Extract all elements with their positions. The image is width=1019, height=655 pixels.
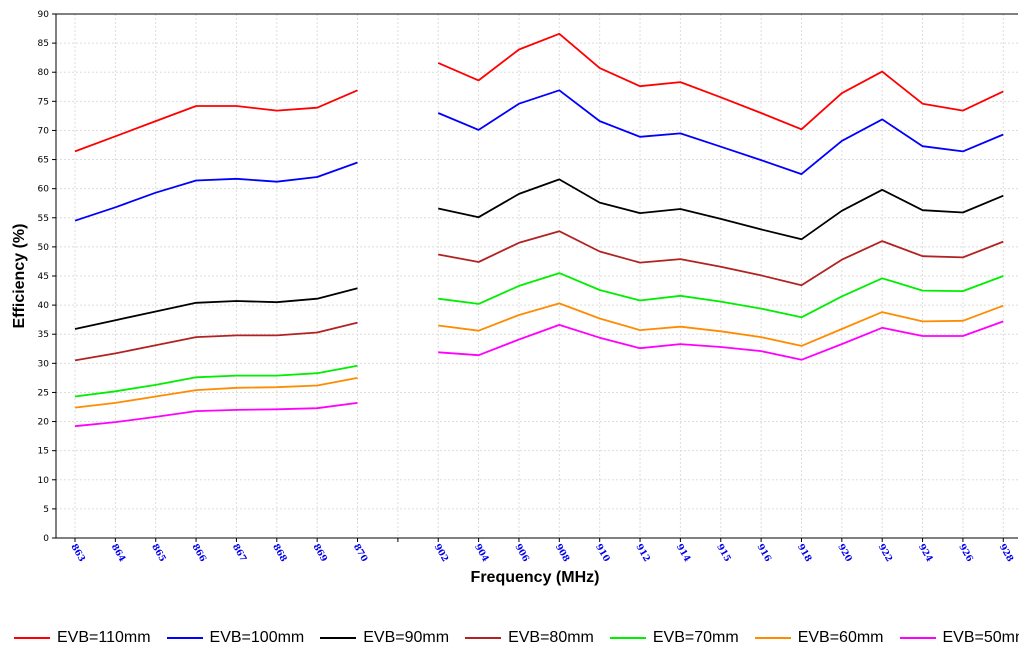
series-line	[74, 377, 358, 409]
line-chart: 0 5 10 15 20 25 30 35 40 45 50 55 60 65 70 75 80 85 90 863…	[11, 10, 1018, 586]
legend-swatch	[465, 637, 502, 639]
series-line	[438, 178, 1004, 241]
x-tick-label: 867	[230, 543, 248, 564]
x-tick-label: 868	[270, 543, 288, 564]
legend-swatch	[609, 637, 646, 639]
series-lines	[74, 32, 1004, 428]
x-tick-label: 869	[311, 543, 329, 564]
legend-item: EVB=60mm	[754, 629, 884, 647]
y-tick-label: 35	[38, 330, 49, 340]
y-tick-label: 15	[38, 447, 49, 457]
x-tick-label: 864	[109, 543, 127, 564]
legend-swatch	[320, 637, 357, 639]
legend-item: EVB=110mm	[14, 629, 151, 647]
x-tick-label: 912	[633, 543, 651, 564]
series-line	[438, 320, 1004, 361]
x-tick-label: 865	[149, 543, 167, 564]
y-tick-label: 40	[38, 301, 50, 311]
legend-item: EVB=100mm	[166, 629, 305, 647]
x-tick-label: 924	[916, 543, 934, 564]
x-tick-label: 922	[876, 543, 894, 564]
legend-swatch	[899, 637, 936, 639]
legend-label: EVB=110mm	[57, 629, 151, 646]
x-tick-label: 863	[68, 543, 86, 564]
x-tick-label: 866	[189, 543, 207, 564]
legend-label: EVB=100mm	[209, 629, 305, 646]
legend-swatch	[166, 637, 203, 639]
x-tick-label: 902	[432, 543, 450, 564]
series-line	[438, 230, 1004, 287]
y-tick-label: 0	[43, 534, 49, 544]
x-tick-label: 906	[512, 543, 530, 564]
legend-item: EVB=50mm	[899, 629, 1019, 647]
legend-label: EVB=50mm	[942, 629, 1019, 646]
y-tick-label: 65	[38, 156, 49, 166]
legend-label: EVB=90mm	[363, 629, 450, 646]
y-tick-label: 85	[38, 39, 49, 49]
y-axis-ticks: 0 5 10 15 20 25 30 35 40 45 50 55 60 65 70 75 80 85 90	[38, 10, 56, 544]
series-line	[74, 287, 358, 330]
legend-swatch	[754, 637, 791, 639]
x-tick-label: 908	[553, 543, 571, 564]
legend-item: EVB=90mm	[320, 629, 449, 647]
x-tick-label: 916	[755, 543, 773, 564]
y-axis-title: Efficiency (%)	[11, 224, 28, 329]
y-tick-label: 30	[38, 359, 50, 369]
x-tick-label: 928	[997, 543, 1015, 564]
series-line	[74, 161, 358, 222]
x-axis-title: Frequency (MHz)	[471, 569, 600, 586]
y-tick-label: 20	[38, 418, 50, 428]
y-tick-label: 60	[38, 185, 50, 195]
y-tick-label: 80	[38, 68, 50, 78]
x-tick-label: 914	[674, 543, 692, 564]
series-line	[74, 89, 358, 153]
y-tick-label: 55	[38, 214, 49, 224]
legend-item: EVB=80mm	[465, 629, 594, 647]
y-tick-label: 5	[43, 505, 49, 515]
series-line	[437, 89, 1004, 176]
series-line	[74, 321, 358, 362]
legend: EVB=110mm EVB=100mm EVB=90mm EVB=80mm EVB=70…	[14, 629, 1019, 653]
y-tick-label: 45	[38, 272, 49, 282]
series-line	[74, 402, 358, 428]
x-tick-label: 915	[714, 543, 732, 564]
x-tick-label: 904	[472, 543, 490, 564]
x-tick-label: 920	[835, 543, 853, 564]
y-tick-label: 10	[38, 476, 50, 486]
y-tick-label: 50	[38, 243, 50, 253]
series-line	[437, 32, 1004, 131]
x-tick-label: 910	[593, 543, 611, 564]
legend-label: EVB=60mm	[797, 629, 884, 646]
legend-label: EVB=70mm	[652, 629, 739, 646]
series-line	[438, 272, 1004, 319]
legend-swatch	[14, 637, 50, 639]
y-tick-label: 70	[38, 126, 50, 136]
x-axis-ticks: 863 864 865 866 867 868 869 870 902 904 906 908 910 9…	[68, 538, 1015, 564]
series-line	[438, 302, 1004, 347]
y-tick-label: 90	[38, 10, 50, 20]
x-tick-label: 918	[795, 543, 813, 564]
legend-item: EVB=70mm	[609, 629, 739, 647]
x-tick-label: 870	[351, 543, 369, 564]
grid-lines	[56, 13, 1018, 538]
series-line	[74, 364, 358, 398]
legend-label: EVB=80mm	[508, 629, 594, 646]
y-tick-label: 75	[38, 97, 49, 107]
x-tick-label: 926	[956, 543, 974, 564]
y-tick-label: 25	[38, 388, 49, 398]
